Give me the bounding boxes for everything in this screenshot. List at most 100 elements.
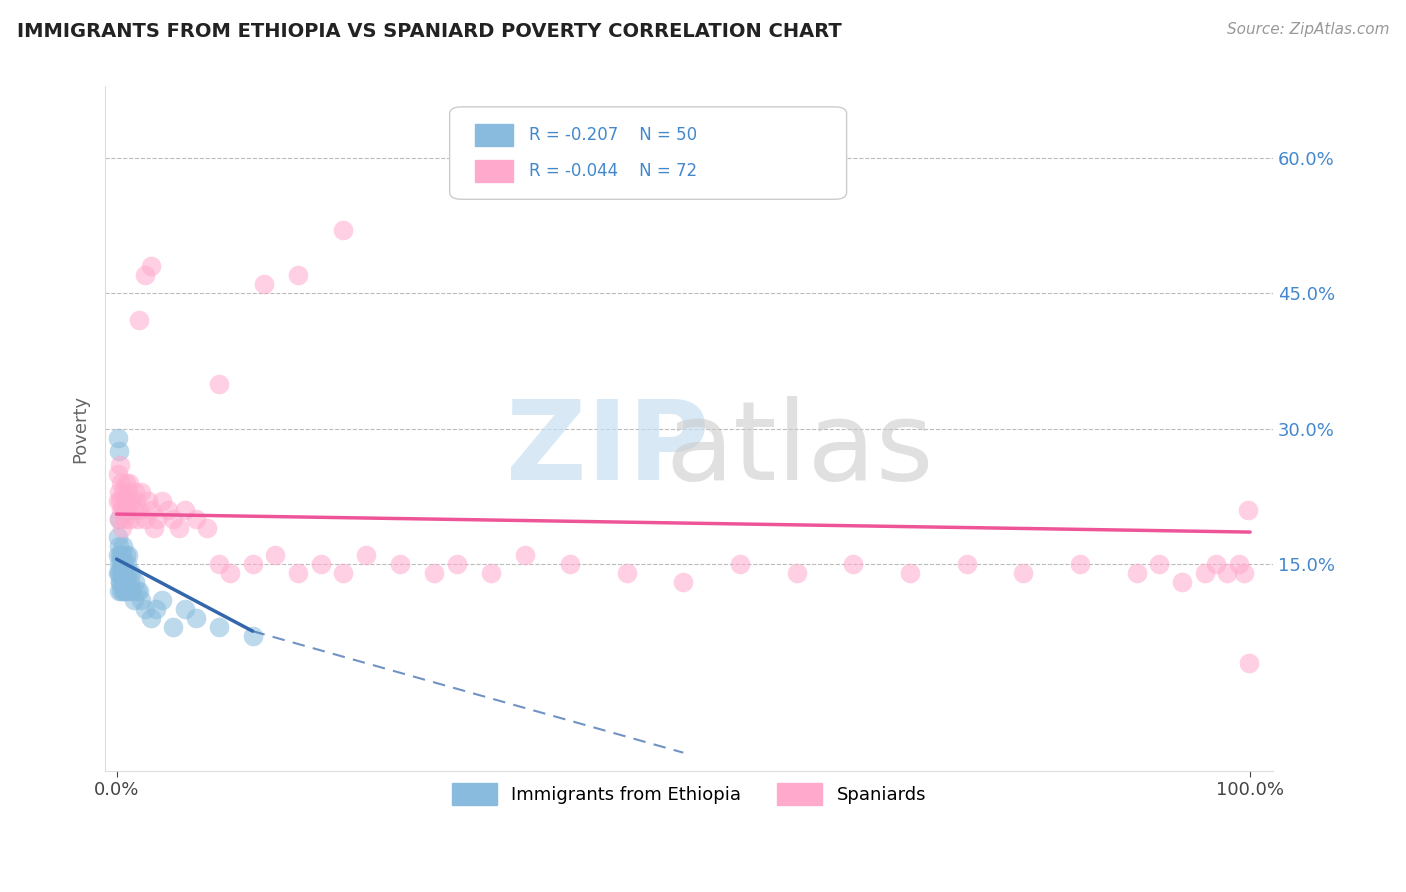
Point	[1233, 566, 1256, 580]
Point	[388, 557, 411, 571]
Point	[125, 493, 148, 508]
Point	[117, 493, 139, 508]
Point	[108, 548, 131, 562]
Point	[207, 376, 229, 391]
Point	[150, 592, 173, 607]
Point	[131, 484, 153, 499]
Point	[114, 511, 136, 525]
Point	[264, 548, 287, 562]
Point	[207, 557, 229, 571]
Point	[558, 557, 581, 571]
Point	[114, 574, 136, 589]
Point	[253, 277, 276, 292]
Point	[108, 566, 131, 580]
Point	[134, 601, 156, 615]
Point	[120, 511, 142, 525]
Point	[108, 458, 131, 472]
Point	[108, 511, 131, 525]
Point	[108, 484, 131, 499]
Point	[242, 557, 264, 571]
Point	[1171, 574, 1194, 589]
Point	[108, 493, 131, 508]
Point	[125, 583, 148, 598]
Point	[1194, 566, 1216, 580]
Point	[115, 574, 138, 589]
Point	[184, 511, 207, 525]
Point	[110, 475, 132, 490]
Point	[118, 475, 141, 490]
Text: R = -0.207    N = 50: R = -0.207 N = 50	[529, 126, 697, 144]
Point	[114, 583, 136, 598]
Point	[115, 502, 138, 516]
Text: Source: ZipAtlas.com: Source: ZipAtlas.com	[1226, 22, 1389, 37]
Point	[108, 444, 131, 458]
Point	[108, 557, 131, 571]
Point	[122, 502, 145, 516]
Point	[111, 493, 134, 508]
Point	[117, 484, 139, 499]
Point	[139, 260, 162, 274]
Point	[513, 548, 536, 562]
Point	[672, 574, 695, 589]
Point	[1149, 557, 1171, 571]
Point	[112, 583, 135, 598]
Point	[108, 511, 131, 525]
Point	[136, 493, 159, 508]
Bar	[475, 124, 513, 146]
Point	[287, 566, 309, 580]
Point	[121, 583, 143, 598]
Point	[111, 548, 134, 562]
Point	[150, 493, 173, 508]
Point	[142, 520, 165, 534]
Y-axis label: Poverty: Poverty	[72, 394, 89, 463]
Point	[287, 268, 309, 283]
Point	[110, 548, 132, 562]
Bar	[475, 161, 513, 182]
Point	[156, 502, 179, 516]
Point	[107, 493, 129, 508]
Point	[898, 566, 921, 580]
Point	[309, 557, 332, 571]
Point	[112, 539, 135, 553]
Point	[842, 557, 865, 571]
Point	[1205, 557, 1227, 571]
Text: R = -0.044    N = 72: R = -0.044 N = 72	[529, 162, 697, 180]
Point	[134, 511, 156, 525]
Point	[111, 574, 134, 589]
Point	[108, 566, 131, 580]
Point	[1216, 566, 1239, 580]
Point	[108, 583, 131, 598]
Point	[108, 574, 131, 589]
Point	[112, 484, 135, 499]
Point	[110, 557, 132, 571]
Point	[354, 548, 377, 562]
Point	[117, 566, 139, 580]
Point	[107, 467, 129, 481]
Point	[1237, 502, 1260, 516]
Point	[173, 601, 195, 615]
Text: ZIP: ZIP	[506, 395, 709, 502]
Point	[117, 548, 139, 562]
Point	[956, 557, 979, 571]
Point	[1069, 557, 1091, 571]
FancyBboxPatch shape	[450, 107, 846, 199]
Point	[107, 530, 129, 544]
Point	[167, 520, 190, 534]
Point	[122, 592, 145, 607]
Point	[114, 475, 136, 490]
Point	[332, 223, 354, 237]
Point	[145, 601, 167, 615]
Point	[479, 566, 502, 580]
Point	[1125, 566, 1147, 580]
Point	[112, 566, 135, 580]
Point	[139, 610, 162, 624]
Point	[242, 629, 264, 643]
Point	[173, 502, 195, 516]
Point	[616, 566, 638, 580]
Point	[219, 566, 242, 580]
Point	[786, 566, 808, 580]
Point	[114, 583, 136, 598]
Point	[114, 548, 136, 562]
Point	[1012, 566, 1035, 580]
Text: IMMIGRANTS FROM ETHIOPIA VS SPANIARD POVERTY CORRELATION CHART: IMMIGRANTS FROM ETHIOPIA VS SPANIARD POV…	[17, 22, 842, 41]
